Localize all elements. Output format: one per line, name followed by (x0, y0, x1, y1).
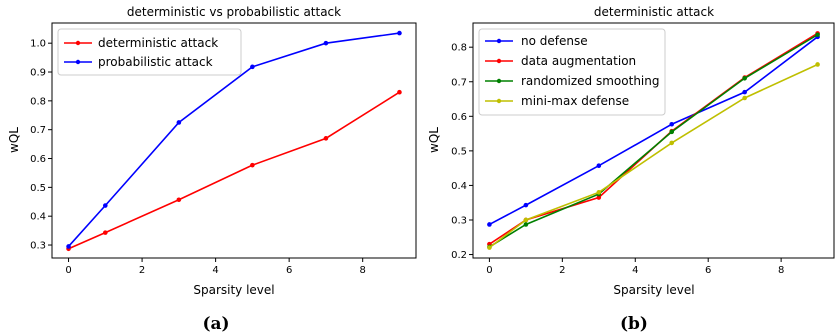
chart-a-data-point-deterministic-attack (250, 162, 255, 168)
chart-b-series-line-mini-max-defense (488, 63, 818, 249)
chart-a-x-tick-label: 8 (359, 265, 365, 276)
chart-a-x-tick-label: 2 (139, 265, 145, 276)
chart-b-legend-marker-data-augmentation (496, 58, 502, 64)
chart-b-y-tick-label: 0.2 (451, 250, 467, 261)
chart-a-data-point-deterministic-attack (103, 230, 108, 235)
chart-b-y-tick-label: 0.4 (451, 181, 467, 192)
chart-a-series-line-deterministic-attack (68, 91, 400, 250)
chart-b-data-point-randomized-smoothing (523, 222, 529, 227)
chart-panel-a: deterministic vs probabilistic attack 0 2… (7, 5, 417, 334)
chart-b-y-tick-label: 0.8 (451, 43, 467, 54)
chart-a-legend-label-probabilistic: probabilistic attack (98, 55, 213, 69)
chart-a-caption: (a) (202, 314, 229, 334)
chart-b-series-line-randomized-smoothing (488, 34, 819, 248)
chart-a-legend-box (57, 28, 242, 76)
chart-a-y-tick-label: 0.8 (30, 96, 46, 107)
chart-a-y-axis-label: wQL (7, 127, 21, 153)
chart-b-data-point-data-augmentation (596, 195, 602, 200)
chart-a-data-point-deterministic-attack (397, 89, 402, 95)
chart-b-data-point-randomized-smoothing (815, 32, 820, 38)
chart-b-data-point-no-defense (596, 163, 602, 169)
chart-a-x-axis-label: Sparsity level (193, 283, 274, 297)
chart-a-y-tick-label: 0.7 (30, 125, 46, 136)
chart-a-data-point-probabilistic-attack (66, 244, 71, 249)
chart-b-legend-label-mini-max-defense: mini-max defense (521, 94, 629, 108)
chart-b-series-line-no-defense (489, 36, 819, 226)
chart-b-legend: no defense data augmentation randomized … (478, 28, 666, 116)
chart-b-y-tick-label: 0.6 (451, 112, 467, 123)
chart-b-series (487, 31, 820, 250)
chart-b-x-axis-label: Sparsity level (613, 283, 694, 297)
chart-b-y-ticks: 0.2 0.3 0.4 0.5 0.6 0.7 0.8 (451, 43, 473, 261)
chart-b-y-tick-label: 0.5 (451, 146, 467, 157)
chart-b-data-point-randomized-smoothing (742, 75, 747, 81)
chart-a-data-point-probabilistic-attack (103, 203, 108, 208)
chart-b-legend-marker-mini-max-defense (496, 98, 502, 104)
chart-b-x-tick-label: 8 (778, 265, 784, 276)
chart-b-data-point-no-defense (742, 89, 747, 95)
chart-b-y-tick-label: 0.7 (451, 77, 467, 88)
chart-b-x-tick-label: 0 (486, 265, 492, 276)
chart-a-legend: deterministic attack probabilistic attac… (57, 28, 242, 76)
chart-b-title: deterministic attack (594, 5, 714, 19)
chart-b-legend-label-randomized-smoothing: randomized smoothing (521, 74, 659, 88)
chart-b-data-point-mini-max-defense (815, 62, 820, 67)
chart-a-x-tick-label: 6 (286, 265, 292, 276)
chart-b-data-point-no-defense (487, 222, 492, 227)
chart-b-y-tick-label: 0.3 (451, 215, 467, 226)
chart-b-data-point-mini-max-defense (487, 245, 492, 250)
chart-b-legend-marker-randomized-smoothing (496, 78, 502, 84)
chart-a-data-point-deterministic-attack (323, 136, 329, 141)
chart-a-series-line-probabilistic-attack (67, 32, 400, 248)
chart-a-y-tick-label: 0.6 (30, 154, 46, 165)
chart-a-legend-marker-deterministic (75, 40, 81, 46)
chart-b-y-axis-label: wQL (427, 127, 441, 153)
chart-b-legend-label-data-augmentation: data augmentation (521, 54, 636, 68)
chart-a-y-tick-label: 1.0 (30, 39, 46, 50)
chart-a-data-point-deterministic-attack (176, 197, 182, 203)
chart-a-legend-label-deterministic: deterministic attack (98, 36, 218, 50)
chart-b-data-point-mini-max-defense (596, 190, 602, 195)
chart-b-data-point-randomized-smoothing (669, 129, 675, 135)
chart-b-x-tick-label: 4 (632, 265, 638, 276)
chart-b-legend-marker-no-defense (496, 38, 502, 44)
chart-b-x-ticks: 0 2 4 6 8 (486, 258, 784, 276)
chart-a-y-tick-label: 0.9 (30, 68, 46, 79)
chart-a-data-point-probabilistic-attack (323, 40, 329, 46)
chart-b-legend-label-no-defense: no defense (521, 34, 588, 48)
chart-a-plot-frame (51, 22, 417, 259)
chart-a-x-tick-label: 0 (65, 265, 71, 276)
chart-b-plot-frame (472, 22, 835, 259)
chart-a-series (66, 30, 402, 252)
chart-a-y-tick-label: 0.3 (30, 241, 46, 252)
chart-b-x-tick-label: 6 (705, 265, 711, 276)
chart-b-data-point-mini-max-defense (669, 140, 675, 146)
chart-b-data-point-mini-max-defense (523, 217, 529, 223)
chart-b-data-point-no-defense (669, 121, 675, 127)
chart-b-caption: (b) (620, 314, 648, 334)
chart-a-data-point-probabilistic-attack (397, 30, 402, 36)
chart-b-data-point-mini-max-defense (742, 95, 747, 101)
chart-a-x-tick-label: 4 (212, 265, 218, 276)
chart-b-legend-box (478, 28, 666, 116)
chart-a-y-ticks: 0.3 0.4 0.5 0.6 0.7 0.8 0.9 1.0 (30, 39, 52, 252)
chart-a-y-tick-label: 0.5 (30, 183, 46, 194)
chart-a-legend-marker-probabilistic (75, 59, 81, 65)
chart-b-data-point-no-defense (523, 202, 529, 208)
chart-a-data-point-probabilistic-attack (176, 120, 182, 125)
chart-a-title: deterministic vs probabilistic attack (127, 5, 341, 19)
chart-a-y-tick-label: 0.4 (30, 212, 46, 223)
chart-a-data-point-probabilistic-attack (250, 64, 255, 70)
chart-a-x-ticks: 0 2 4 6 8 (65, 258, 366, 276)
chart-b-x-tick-label: 2 (559, 265, 565, 276)
